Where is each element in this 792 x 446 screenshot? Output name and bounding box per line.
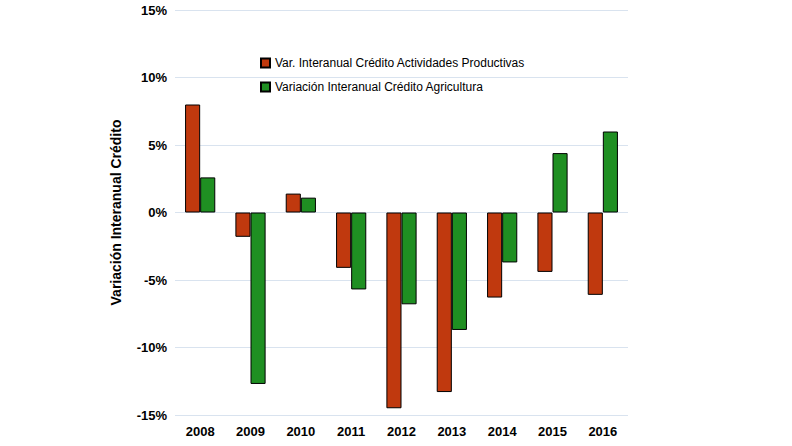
svg-text:15%: 15% [141,3,167,18]
svg-text:2011: 2011 [337,424,365,439]
svg-text:2008: 2008 [186,424,215,439]
svg-text:10%: 10% [141,70,167,85]
svg-text:2013: 2013 [437,424,466,439]
svg-text:2010: 2010 [286,424,315,439]
svg-text:2015: 2015 [538,424,567,439]
svg-text:-10%: -10% [137,340,168,355]
svg-text:Variación Interanual Crédito A: Variación Interanual Crédito Agricultura [275,80,483,94]
svg-text:-5%: -5% [144,273,168,288]
svg-text:0%: 0% [148,205,167,220]
svg-text:Variación Interanual Crédito: Variación Interanual Crédito [108,120,124,306]
svg-text:2012: 2012 [387,424,416,439]
svg-text:Var. Interanual Crédito Activi: Var. Interanual Crédito Actividades Prod… [275,56,524,70]
svg-text:2014: 2014 [488,424,518,439]
svg-text:-15%: -15% [137,408,168,423]
svg-text:2016: 2016 [588,424,617,439]
svg-text:5%: 5% [148,138,167,153]
svg-text:2009: 2009 [236,424,265,439]
